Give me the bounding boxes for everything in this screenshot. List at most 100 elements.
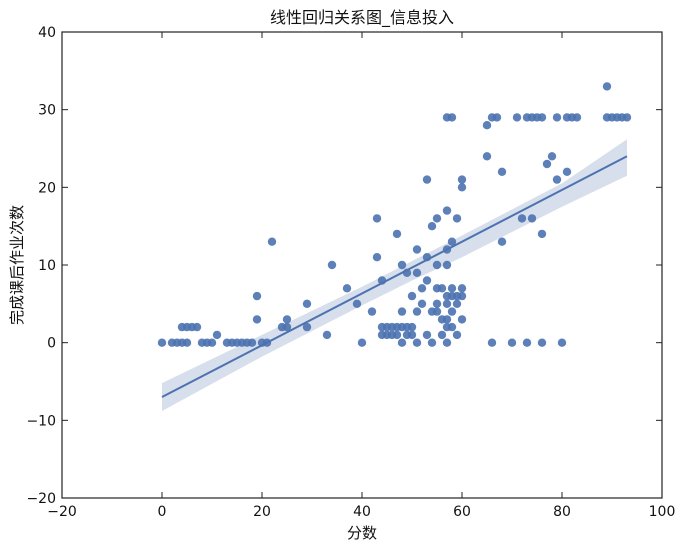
data-point xyxy=(452,330,462,340)
data-point xyxy=(402,268,412,277)
data-point xyxy=(442,245,452,254)
y-tick-label: 20 xyxy=(38,180,56,196)
data-point xyxy=(442,206,452,215)
data-point xyxy=(552,175,562,184)
y-tick-label: −10 xyxy=(26,413,56,429)
data-point xyxy=(497,167,507,176)
data-point xyxy=(447,322,457,332)
data-point xyxy=(392,330,402,340)
data-point xyxy=(537,338,547,347)
data-point xyxy=(417,299,427,308)
data-point xyxy=(422,330,432,340)
data-point xyxy=(422,175,432,184)
data-point xyxy=(432,299,442,308)
x-tick-label: 100 xyxy=(649,504,676,520)
data-point xyxy=(357,338,367,347)
data-point xyxy=(157,338,167,347)
data-point xyxy=(407,291,417,301)
data-point xyxy=(457,284,467,293)
data-point xyxy=(302,322,312,332)
data-point xyxy=(262,338,272,347)
data-point xyxy=(372,214,382,223)
data-point xyxy=(422,253,432,262)
data-point xyxy=(377,276,387,285)
data-point xyxy=(407,322,417,332)
chart-title: 线性回归关系图_信息投入 xyxy=(270,8,454,28)
data-point xyxy=(397,338,407,347)
y-tick-label: 40 xyxy=(38,25,56,41)
data-point xyxy=(622,113,632,122)
data-point xyxy=(442,338,452,347)
data-point xyxy=(517,214,527,223)
data-point xyxy=(457,315,467,324)
data-point xyxy=(447,307,457,316)
x-tick-label: 40 xyxy=(353,504,371,520)
data-point xyxy=(442,299,452,308)
data-point xyxy=(422,276,432,285)
y-axis-label: 完成课后作业次数 xyxy=(8,205,26,325)
x-axis-label: 分数 xyxy=(347,524,377,542)
data-point xyxy=(457,175,467,184)
x-tick-label: 60 xyxy=(453,504,471,520)
data-point xyxy=(207,338,217,347)
data-point xyxy=(252,315,262,324)
data-point xyxy=(342,284,352,293)
data-point xyxy=(412,338,422,347)
data-point xyxy=(457,183,467,192)
data-point xyxy=(537,113,547,122)
data-point xyxy=(192,322,202,332)
y-tick-label: 0 xyxy=(47,336,56,352)
data-point xyxy=(212,330,222,340)
data-point xyxy=(482,152,492,161)
data-point xyxy=(427,338,437,347)
data-point xyxy=(412,268,422,277)
confidence-band-layer xyxy=(162,139,627,411)
data-point xyxy=(417,284,427,293)
data-point xyxy=(392,229,402,239)
data-point xyxy=(407,330,417,340)
data-point xyxy=(497,237,507,246)
data-point xyxy=(247,338,257,347)
x-tick-label: 20 xyxy=(253,504,271,520)
data-point xyxy=(542,159,552,169)
data-point xyxy=(352,299,362,308)
data-point xyxy=(552,113,562,122)
data-point xyxy=(327,260,337,270)
data-point xyxy=(427,222,437,231)
data-point xyxy=(522,338,532,347)
regression-line-layer xyxy=(161,155,628,398)
data-point xyxy=(252,291,262,301)
y-tick-label: −20 xyxy=(26,491,56,507)
data-point xyxy=(267,237,277,246)
data-point xyxy=(437,284,447,293)
data-point xyxy=(602,82,612,91)
data-point xyxy=(537,229,547,239)
data-point xyxy=(457,291,467,301)
data-point xyxy=(572,113,582,122)
data-point xyxy=(527,214,537,223)
data-point xyxy=(452,299,462,308)
data-point xyxy=(452,214,462,223)
data-point xyxy=(437,330,447,340)
data-point xyxy=(492,113,502,122)
data-point xyxy=(562,167,572,176)
data-point xyxy=(412,245,422,254)
data-point xyxy=(447,284,457,293)
x-tick-label: 80 xyxy=(553,504,571,520)
data-point xyxy=(442,260,452,270)
y-ticks: −20 −10 0 10 20 30 40 xyxy=(26,25,662,507)
data-point xyxy=(372,253,382,262)
data-point xyxy=(432,260,442,270)
x-tick-label: 0 xyxy=(158,504,167,520)
data-point xyxy=(512,113,522,122)
data-point xyxy=(487,338,497,347)
data-point xyxy=(557,338,567,347)
data-point xyxy=(432,214,442,223)
data-point xyxy=(182,338,192,347)
data-point xyxy=(547,152,557,161)
data-point xyxy=(397,307,407,316)
data-point xyxy=(447,237,457,246)
y-tick-label: 10 xyxy=(38,258,56,274)
